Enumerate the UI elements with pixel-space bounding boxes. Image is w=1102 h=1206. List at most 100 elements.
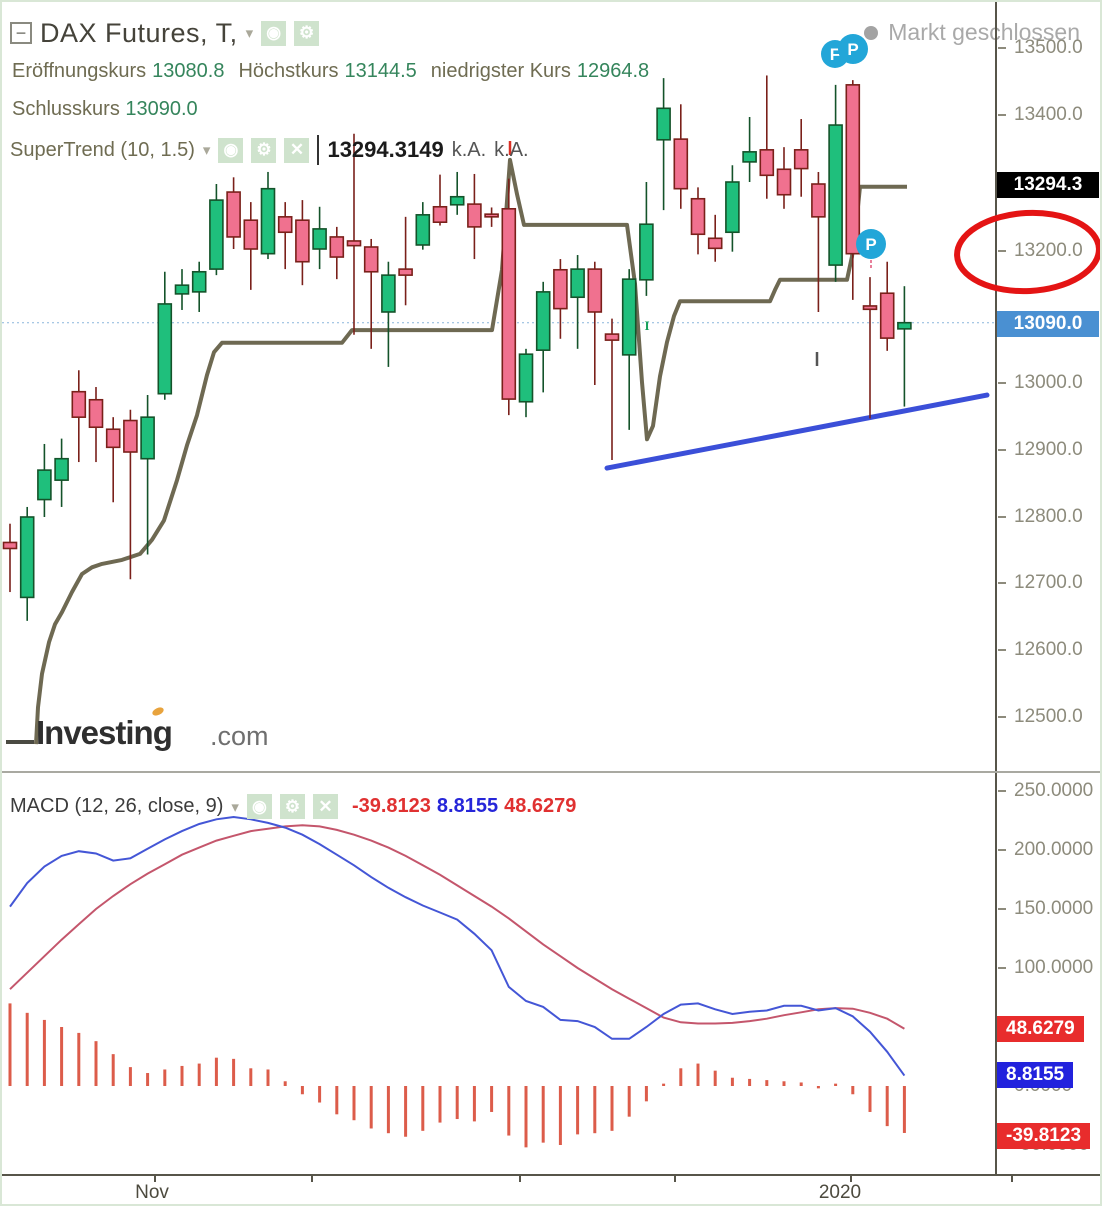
- macd-axis-label: 150.0000: [1014, 898, 1094, 919]
- price-axis-label: 12500.0: [1014, 706, 1083, 727]
- svg-text:F: F: [830, 45, 840, 64]
- time-axis-line: [2, 1174, 1100, 1176]
- event-marker-p: [856, 229, 886, 259]
- price-axis-label: 13000.0: [1014, 372, 1083, 393]
- time-tick: [154, 1175, 156, 1182]
- supertrend-line: [34, 157, 907, 745]
- svg-text:I: I: [644, 318, 649, 333]
- macd-chart-canvas[interactable]: [2, 772, 995, 1175]
- time-axis-label: Nov: [135, 1182, 169, 1203]
- time-axis-label: 2020: [818, 1182, 862, 1203]
- svg-text:P: P: [865, 235, 876, 254]
- price-axis-label: 12900.0: [1014, 439, 1083, 460]
- macd-axis-label: 100.0000: [1014, 957, 1094, 978]
- highlight-ellipse-annotation: [954, 209, 1100, 295]
- supertrend-label: SuperTrend (10, 1.5): [10, 138, 195, 161]
- close-readout: Schlusskurs 13090.0: [12, 98, 198, 121]
- close-label: Schlusskurs: [12, 98, 120, 120]
- ohlc-field-value: 13144.5: [344, 60, 417, 82]
- main-chart-canvas[interactable]: F PPI: [2, 2, 995, 772]
- chart-title: DAX Futures, T,: [40, 17, 238, 48]
- chart-header: − DAX Futures, T, ▾ ◉ ⚙: [10, 16, 320, 50]
- time-tick: [1011, 1175, 1013, 1182]
- macd-signal-line: [9, 824, 905, 1030]
- ohlc-readout: Eröffnungskurs 13080.8 Höchstkurs 13144.5 ni…: [12, 60, 649, 83]
- supertrend-value: 13294.3149: [327, 137, 444, 162]
- axis-tick: [998, 716, 1006, 718]
- svg-text:P: P: [847, 40, 858, 59]
- supertrend-na2: k.A.: [494, 138, 529, 161]
- macd-current-value: -39.8123: [351, 795, 431, 817]
- close-value: 13090.0: [125, 98, 198, 120]
- macd-axis-label: 250.0000: [1014, 780, 1094, 801]
- macd-current-value: 48.6279: [504, 795, 577, 817]
- chevron-down-icon[interactable]: ▾: [231, 798, 239, 816]
- axis-tick: [998, 382, 1006, 384]
- logo-brand: Investing: [36, 714, 173, 751]
- collapse-panel-button[interactable]: −: [10, 22, 32, 44]
- axis-tick: [998, 582, 1006, 584]
- gear-icon[interactable]: ⚙: [251, 137, 277, 163]
- panel-divider[interactable]: [2, 771, 1100, 773]
- macd-label: MACD (12, 26, close, 9): [10, 795, 224, 817]
- price-axis-label: 12700.0: [1014, 572, 1083, 593]
- macd-value-badge: 48.6279: [997, 1016, 1084, 1042]
- visibility-icon[interactable]: ◉: [246, 794, 272, 819]
- price-axis-label: 13400.0: [1014, 104, 1083, 125]
- time-tick: [850, 1175, 852, 1182]
- status-dot-icon: [864, 25, 879, 40]
- ohlc-field-value: 12964.8: [576, 60, 650, 82]
- macd-value-badge: -39.8123: [997, 1123, 1091, 1149]
- time-tick: [311, 1175, 313, 1182]
- macd-axis-label: 200.0000: [1014, 839, 1094, 860]
- macd-main-line: [9, 815, 906, 1077]
- axis-tick: [998, 47, 1006, 49]
- axis-tick: [998, 449, 1006, 451]
- axis-tick: [998, 250, 1006, 252]
- ohlc-field-label: Höchstkurs: [238, 60, 339, 82]
- ohlc-field-value: 13080.8: [152, 60, 225, 82]
- ohlc-field-label: Eröffnungskurs: [12, 60, 147, 82]
- axis-tick: [998, 908, 1006, 910]
- visibility-icon[interactable]: ◉: [218, 137, 244, 163]
- ohlc-field-label: niedrigster Kurs: [430, 60, 571, 82]
- axis-tick: [998, 849, 1006, 851]
- gear-icon[interactable]: ⚙: [294, 20, 320, 46]
- event-markers-layer: F PPI: [508, 34, 886, 366]
- price-scale-border: [995, 2, 997, 1175]
- close-icon[interactable]: ✕: [284, 137, 310, 163]
- gear-icon[interactable]: ⚙: [279, 794, 305, 819]
- axis-tick: [998, 649, 1006, 651]
- macd-current-value: 8.8155: [436, 795, 499, 817]
- price-axis-label: 12800.0: [1014, 506, 1083, 527]
- axis-tick: [998, 114, 1006, 116]
- supertrend-legend: SuperTrend (10, 1.5) ▾ ◉ ⚙ ✕ 13294.3149 …: [10, 135, 529, 165]
- visibility-icon[interactable]: ◉: [261, 20, 287, 46]
- last-price-badge: 13090.0: [997, 311, 1099, 337]
- macd-legend: MACD (12, 26, close, 9) ▾ ◉ ⚙ ✕ -39.8123…: [10, 794, 576, 819]
- price-axis-label: 13200.0: [1014, 240, 1083, 261]
- event-marker-p: [838, 34, 868, 64]
- drawn-trendline: [604, 392, 990, 471]
- axis-tick: [998, 967, 1006, 969]
- time-tick: [519, 1175, 521, 1182]
- logo-dash: [6, 740, 34, 744]
- market-status-text: Markt geschlossen: [888, 19, 1080, 45]
- time-tick: [674, 1175, 676, 1182]
- macd-values: -39.8123 8.8155 48.6279: [346, 795, 576, 818]
- market-status: Markt geschlossen: [864, 19, 1080, 46]
- price-axis-label: 13500.0: [1014, 37, 1083, 58]
- axis-tick: [998, 516, 1006, 518]
- candles-layer: [2, 75, 912, 621]
- supertrend-price-badge: 13294.3: [997, 172, 1099, 198]
- macd-value-badge: 8.8155: [997, 1062, 1074, 1088]
- macd-histogram: [8, 1003, 906, 1148]
- chevron-down-icon[interactable]: ▾: [202, 142, 211, 159]
- divider: [317, 135, 320, 165]
- chevron-down-icon[interactable]: ▾: [245, 25, 254, 42]
- close-icon[interactable]: ✕: [312, 794, 338, 819]
- axis-tick: [998, 790, 1006, 792]
- logo-tld: .com: [210, 721, 269, 751]
- price-axis-label: 12600.0: [1014, 639, 1083, 660]
